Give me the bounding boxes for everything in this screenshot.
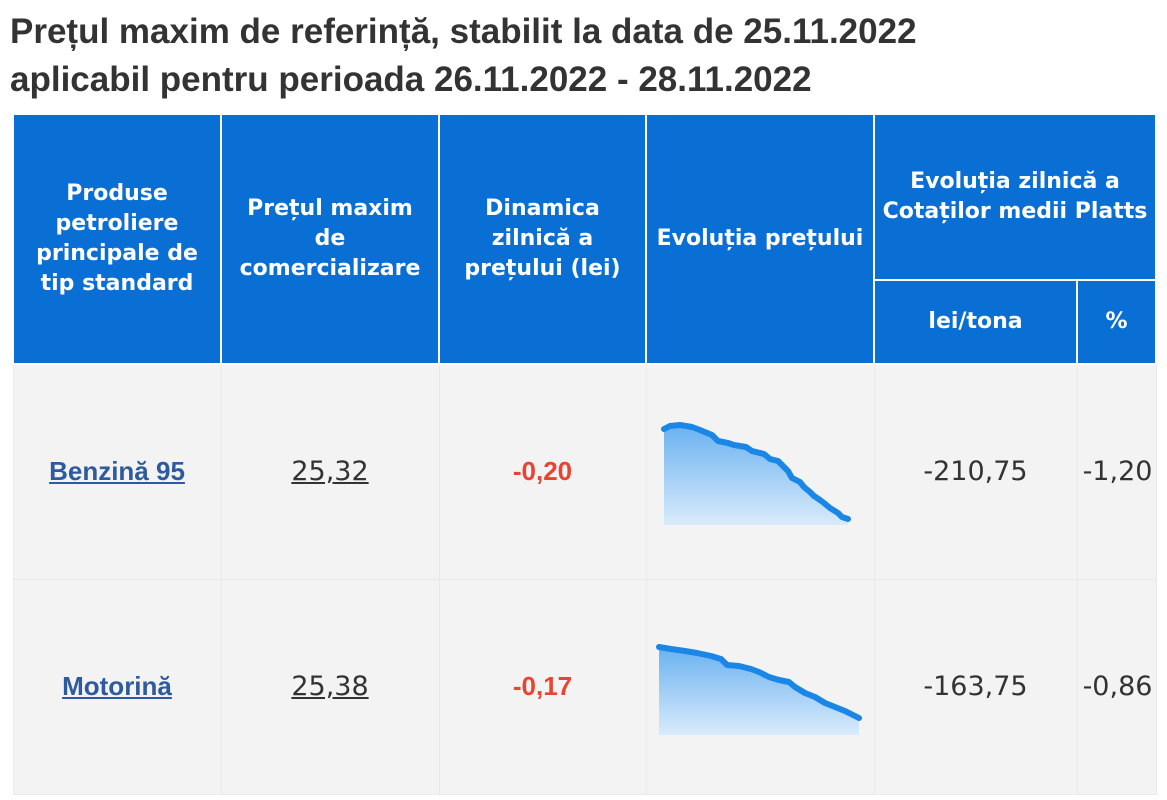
platts-lei-tona-cell: -210,75 [873,363,1078,580]
product-link-benzina-95[interactable]: Benzină 95 [49,456,185,487]
platts-percent-cell: -0,86 [1076,578,1157,795]
max-price-link[interactable]: 25,32 [291,456,369,488]
sparkline-area [659,646,859,735]
daily-dynamic-cell: -0,20 [438,363,647,580]
product-cell: Motorină [12,578,222,795]
platts-percent-cell: -1,20 [1076,363,1157,580]
header-max-price: Prețul maxim de comercializare [220,113,440,365]
platts-percent-value: -0,86 [1082,671,1153,702]
product-cell: Benzină 95 [12,363,222,580]
header-platts-percent: % [1076,279,1157,365]
page-title: Prețul maxim de referință, stabilit la d… [10,8,1160,104]
header-platts-lei-tona: lei/tona [873,279,1078,365]
price-evolution-sparkline [656,643,862,735]
sparkline-line [656,643,862,721]
sparkline-area [664,424,848,525]
price-evolution-sparkline [661,421,851,525]
header-daily-dynamic: Dinamica zilnică a prețului (lei) [438,113,647,365]
platts-lei-tona-value: -163,75 [923,671,1028,702]
daily-dynamic-value: -0,20 [512,456,573,487]
price-table: Produse petroliere principale de tip sta… [12,113,1157,795]
page-title-line-2: aplicabil pentru perioada 26.11.2022 - 2… [10,60,812,99]
header-price-evolution: Evoluția prețului [645,113,875,365]
price-evolution-cell [645,578,875,795]
platts-lei-tona-value: -210,75 [923,456,1028,488]
header-product: Produse petroliere principale de tip sta… [12,113,222,365]
daily-dynamic-cell: -0,17 [438,578,647,795]
sparkline-line [661,421,851,522]
product-link-motorina[interactable]: Motorină [62,671,172,701]
header-platts-evolution: Evoluția zilnică a Cotaților medii Platt… [873,113,1157,281]
daily-dynamic-value: -0,17 [512,671,573,701]
page-title-line-1: Prețul maxim de referință, stabilit la d… [10,12,917,51]
platts-percent-value: -1,20 [1082,456,1153,488]
table-row: Benzină 95 25,32 -0,20 [12,363,1157,580]
price-evolution-cell [645,363,875,580]
max-price-link[interactable]: 25,38 [291,671,369,702]
max-price-cell: 25,32 [220,363,440,580]
platts-lei-tona-cell: -163,75 [873,578,1078,795]
table-row: Motorină 25,38 -0,17 [12,578,1157,795]
max-price-cell: 25,38 [220,578,440,795]
